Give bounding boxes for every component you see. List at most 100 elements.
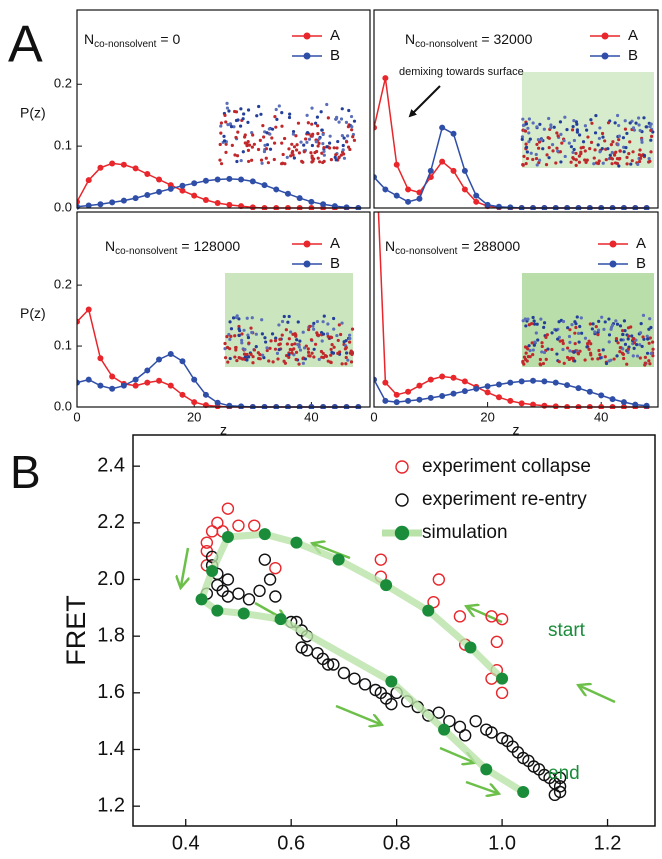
bead: [533, 322, 537, 326]
data-point: [393, 161, 400, 168]
direction-arrow: [465, 780, 497, 793]
bead: [635, 354, 640, 358]
data-point: [427, 394, 434, 401]
bead: [322, 314, 326, 318]
bead: [544, 162, 549, 167]
data-point: [495, 394, 502, 401]
bead: [572, 138, 577, 143]
bead: [536, 338, 540, 342]
bead: [601, 135, 605, 139]
bead: [240, 338, 244, 342]
data-point: [393, 192, 400, 199]
data-point: [450, 167, 457, 174]
bead: [574, 322, 578, 326]
annotation-sub: co-nonsolvent: [94, 39, 156, 50]
data-point: [321, 658, 335, 671]
bead: [621, 136, 626, 140]
bead: [642, 153, 647, 158]
bead: [600, 131, 605, 136]
bead: [280, 124, 284, 128]
bead: [309, 134, 313, 138]
bead: [629, 162, 633, 166]
bead: [246, 120, 250, 124]
bead: [268, 132, 272, 136]
bead: [350, 125, 354, 129]
bead: [224, 150, 228, 154]
bead: [258, 138, 262, 142]
data-point: [202, 391, 209, 398]
bead: [246, 140, 250, 144]
bead: [243, 347, 247, 352]
data-point: [273, 186, 280, 193]
bead: [578, 324, 582, 329]
bead: [285, 155, 289, 160]
bead: [572, 147, 576, 152]
bead: [537, 161, 541, 165]
bead: [574, 325, 578, 330]
bead: [346, 134, 350, 138]
x-tick-label: 40: [304, 409, 318, 424]
bead: [544, 335, 548, 339]
data-point: [517, 786, 530, 798]
bead: [319, 110, 323, 114]
y-tick-label: 2.2: [97, 511, 125, 533]
bead: [313, 342, 318, 346]
bead: [352, 138, 357, 142]
bead: [327, 146, 332, 150]
legend-label: A: [330, 235, 340, 252]
bead: [285, 342, 289, 346]
bead: [531, 348, 535, 352]
bead: [524, 145, 529, 149]
bead: [613, 121, 617, 125]
bead: [565, 346, 570, 350]
bead: [547, 116, 551, 121]
bead: [329, 158, 333, 162]
bead: [634, 343, 639, 347]
data-point: [249, 204, 256, 210]
bead: [270, 127, 275, 131]
data-point: [156, 188, 163, 195]
y-tick-label: 2.0: [97, 568, 125, 590]
bead: [337, 120, 341, 124]
bead: [287, 355, 291, 359]
bead: [638, 159, 642, 164]
data-point: [332, 553, 345, 566]
bead: [563, 154, 567, 159]
data-point: [132, 195, 139, 202]
bead: [320, 339, 324, 343]
bead: [312, 347, 316, 351]
direction-arrow: [314, 544, 351, 560]
bead: [310, 154, 314, 158]
simulation-snapshot: [520, 72, 655, 168]
bead: [638, 148, 642, 152]
bead: [614, 319, 618, 323]
bead: [228, 337, 232, 341]
bead: [265, 346, 269, 350]
note-arrow: [408, 85, 441, 118]
data-point: [453, 610, 467, 623]
bead: [639, 322, 643, 326]
data-point: [464, 641, 477, 654]
bead: [526, 126, 530, 130]
bead: [301, 361, 305, 365]
bead: [284, 354, 289, 358]
data-point: [530, 401, 537, 408]
data-point: [518, 378, 525, 385]
bead: [225, 335, 229, 339]
bead: [540, 350, 544, 354]
bead: [259, 158, 264, 162]
data-point: [200, 536, 214, 549]
bead: [534, 156, 539, 161]
x-tick-label: 1.0: [488, 832, 516, 854]
bead: [566, 326, 570, 330]
data-point: [374, 686, 388, 700]
data-point: [337, 666, 351, 680]
bead: [587, 339, 591, 343]
bead: [643, 361, 647, 365]
bead: [249, 352, 253, 356]
data-point: [167, 382, 174, 389]
bead: [336, 351, 340, 355]
bead: [225, 106, 230, 110]
legend-marker: [601, 52, 609, 60]
bead: [234, 345, 238, 350]
